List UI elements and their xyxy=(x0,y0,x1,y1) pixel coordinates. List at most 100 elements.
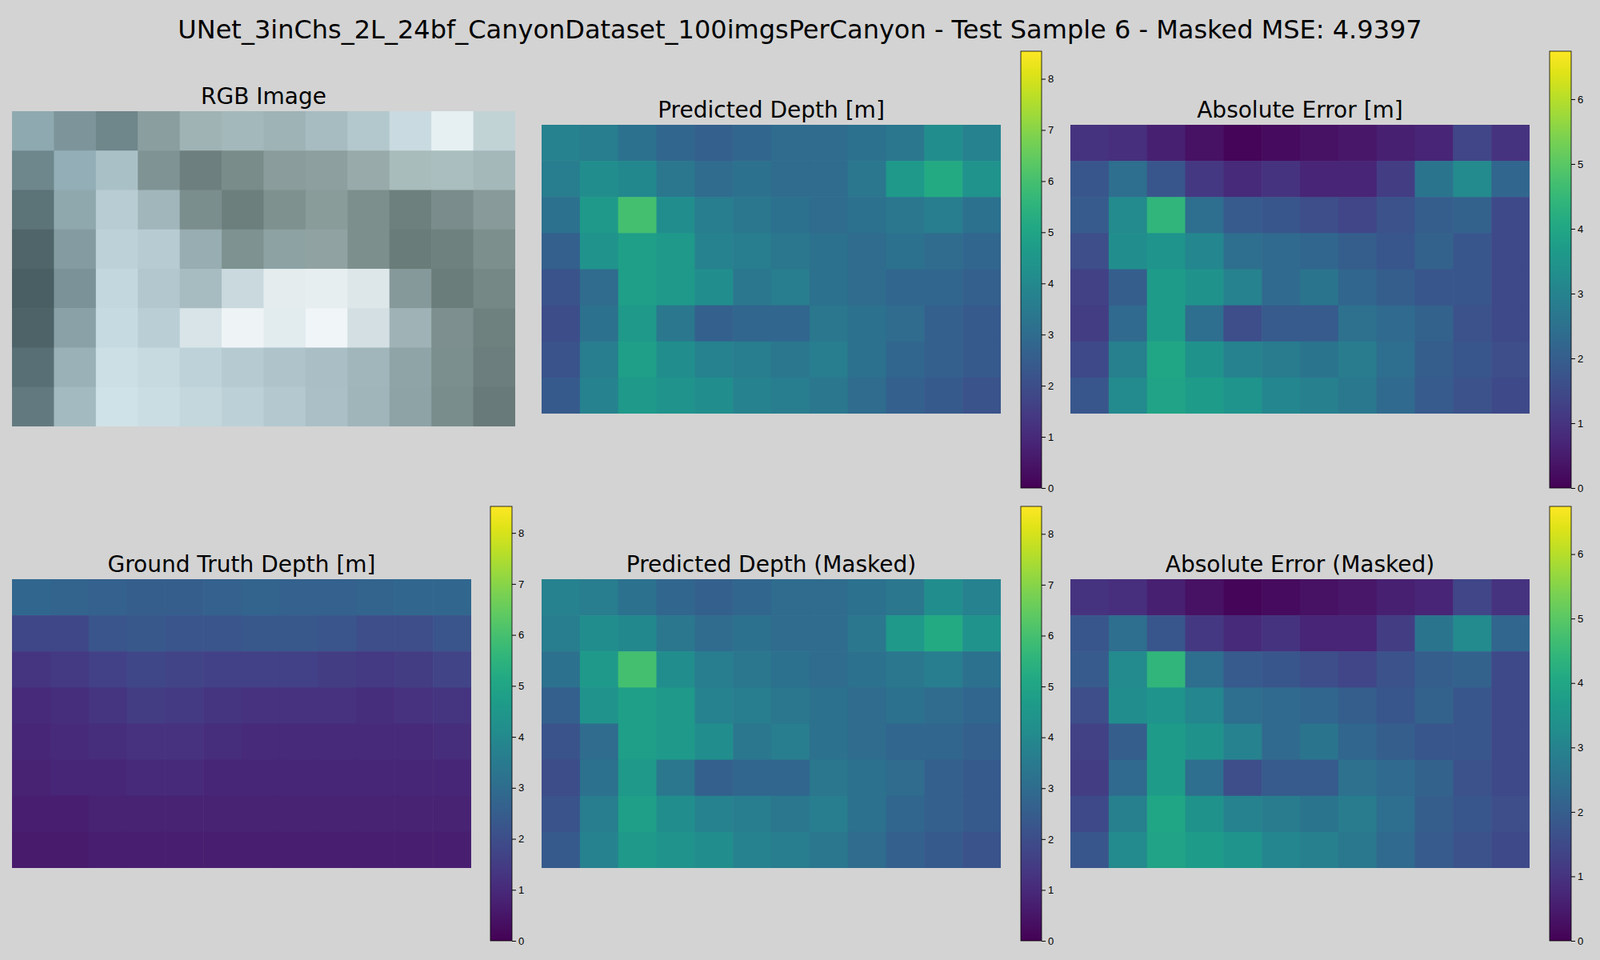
cell xyxy=(656,124,696,162)
cell xyxy=(1223,232,1262,270)
cell xyxy=(809,341,848,379)
tick-label: 3 xyxy=(1048,328,1054,341)
tick-mark xyxy=(1041,129,1046,131)
tick-label: 1 xyxy=(1577,870,1584,883)
cell xyxy=(1338,724,1377,761)
tick-label: 0 xyxy=(1048,482,1054,495)
cell xyxy=(1147,124,1186,162)
cell xyxy=(1185,196,1224,234)
cell xyxy=(50,687,89,724)
cell xyxy=(771,341,810,379)
cell xyxy=(848,579,887,616)
cell xyxy=(580,341,619,379)
cell xyxy=(1452,724,1492,761)
pixel xyxy=(473,268,516,309)
cells xyxy=(541,579,1001,868)
tick-label: 7 xyxy=(1048,124,1054,136)
cell xyxy=(962,579,1001,616)
cell xyxy=(580,796,619,833)
cell xyxy=(1108,232,1148,270)
cell xyxy=(656,796,696,833)
tick-label: 2 xyxy=(518,832,524,845)
tick-label: 7 xyxy=(518,578,524,591)
cell xyxy=(1070,687,1109,724)
pixel xyxy=(137,387,180,427)
pixel xyxy=(12,348,55,388)
cell xyxy=(771,160,810,198)
cell xyxy=(1300,160,1339,198)
colorbar-axis: 012345678 xyxy=(1041,528,1054,948)
cell xyxy=(809,615,848,652)
cell xyxy=(1223,341,1262,379)
cell xyxy=(580,615,619,652)
cell xyxy=(732,305,772,343)
colorbar: 012345678 xyxy=(1020,51,1054,495)
tick: 0 xyxy=(512,935,524,948)
cell xyxy=(924,579,963,616)
tick-label: 8 xyxy=(1048,72,1054,85)
cell xyxy=(432,796,472,833)
cell xyxy=(1338,579,1377,616)
cell xyxy=(771,124,810,162)
cell xyxy=(541,377,580,414)
pixel xyxy=(180,190,223,231)
cell xyxy=(618,196,657,234)
cell xyxy=(732,341,772,379)
tick: 3 xyxy=(1571,741,1584,754)
pixel xyxy=(12,150,55,191)
cell xyxy=(280,651,319,688)
cell xyxy=(1147,760,1186,797)
tick-label: 1 xyxy=(518,884,524,896)
cell xyxy=(1491,269,1530,307)
pixel xyxy=(137,268,180,309)
pixel xyxy=(96,190,139,231)
cell xyxy=(656,687,696,724)
cell xyxy=(1070,651,1109,688)
cell xyxy=(164,579,204,616)
tick: 8 xyxy=(1041,72,1054,85)
cell xyxy=(886,832,925,868)
cell xyxy=(541,124,580,162)
tick: 2 xyxy=(512,832,524,845)
cell xyxy=(732,832,772,868)
cell xyxy=(1338,196,1377,234)
tick-label: 6 xyxy=(518,628,524,641)
cell xyxy=(1376,269,1416,307)
cell xyxy=(1070,196,1109,234)
cell xyxy=(432,832,472,868)
cell xyxy=(1338,305,1377,343)
tick-mark xyxy=(1041,232,1046,233)
pixel xyxy=(264,229,307,270)
cell xyxy=(694,796,733,833)
cell xyxy=(924,124,963,162)
pixel xyxy=(180,150,223,191)
tick-mark xyxy=(1571,423,1576,424)
pixel xyxy=(389,229,432,270)
cell xyxy=(203,796,242,833)
cell xyxy=(886,341,925,379)
background xyxy=(0,0,1600,960)
cell xyxy=(848,651,887,688)
cell xyxy=(1491,579,1530,616)
tick-label: 6 xyxy=(1048,175,1054,188)
cell xyxy=(318,651,357,688)
cells xyxy=(541,124,1001,414)
cell xyxy=(886,124,925,162)
cell xyxy=(1147,232,1186,270)
cell xyxy=(618,305,657,343)
cell xyxy=(732,196,772,234)
colorbar: 0123456 xyxy=(1549,506,1584,948)
panel: Absolute Error [m]0123456 xyxy=(1070,51,1584,495)
cell xyxy=(356,651,396,688)
cell xyxy=(318,687,357,724)
pixel xyxy=(347,111,390,152)
cell xyxy=(203,832,242,868)
cell xyxy=(924,651,963,688)
pixel xyxy=(180,308,223,348)
tick-mark xyxy=(512,940,516,942)
cell xyxy=(1070,796,1109,833)
tick: 6 xyxy=(512,628,524,641)
cell xyxy=(1261,687,1300,724)
cell xyxy=(241,687,280,724)
pixel xyxy=(305,268,348,309)
